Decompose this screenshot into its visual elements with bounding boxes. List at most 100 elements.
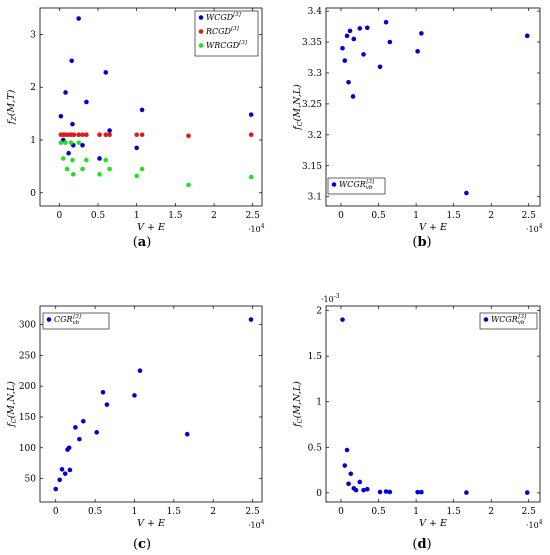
panel-d-data-point <box>383 489 389 494</box>
panel-c-data-point <box>53 486 59 492</box>
panel-d-xtick-label: 1.5 <box>446 507 461 517</box>
panel-d-x-multiplier: ·104 <box>526 519 543 530</box>
panel-b-ytick-label: 3.1 <box>308 193 322 203</box>
panel-a-series-2 <box>58 140 254 188</box>
panel-b-legend-label: WCGRvb[3] <box>339 179 375 191</box>
panel-a-data-point <box>97 132 102 138</box>
panel-d-ytick-label: 1 <box>316 398 322 408</box>
panel-d-data-point <box>353 487 359 493</box>
panel-a-legend-label: WRCGD[3] <box>206 40 248 50</box>
panel-a-data-point <box>63 90 68 95</box>
panel-a-xtick-label: 1 <box>134 211 140 221</box>
panel-b-ytick-label: 3.15 <box>302 162 322 172</box>
panel-b-axes-frame <box>325 7 541 207</box>
panel-a-legend-box <box>194 10 259 57</box>
panel-a-data-point <box>248 174 254 180</box>
panel-d-data-point <box>342 463 348 468</box>
panel-d-legend-marker <box>483 317 489 322</box>
panel-b-data-point <box>524 33 530 39</box>
panel-a-data-point <box>66 150 71 156</box>
panel-c-series-0 <box>53 317 254 492</box>
panel-b-data-point <box>415 49 420 54</box>
panel-b-legend: WCGRvb[3] <box>327 177 386 195</box>
panel-a-ytick-label: 1 <box>30 136 36 146</box>
panel-b-data-point <box>340 45 345 51</box>
panel-c-data-point <box>94 430 99 435</box>
panel-a-data-point <box>248 132 254 138</box>
panel-a-data-point <box>107 128 112 133</box>
panel-b-data-point <box>347 28 353 34</box>
panel-b-ytick-label: 3.35 <box>302 38 322 48</box>
panel-c-legend-label: CGRvb[3] <box>54 314 82 326</box>
panel-a-xtick-label: 0 <box>56 211 62 221</box>
panel-b-legend-marker <box>331 182 337 187</box>
panel-c-data-point <box>100 389 106 395</box>
panel-c-ylabel: fC(M,N,L) <box>6 381 18 428</box>
panel-b-data-point <box>350 94 356 99</box>
panel-c-data-point <box>248 317 254 322</box>
panel-d-data-point <box>346 481 351 487</box>
panel-b-data-point <box>351 36 357 42</box>
panel-b-data-point <box>383 19 389 25</box>
panel-d-xlabel: V + E <box>419 518 447 529</box>
panel-d-data-point <box>419 489 424 495</box>
panel-a-data-point <box>76 132 81 138</box>
panel-c-legend: CGRvb[3] <box>42 312 110 330</box>
panel-a-data-point <box>134 145 139 151</box>
panel-a-ytick-label: 2 <box>30 83 36 93</box>
panel-b: 0 0.5 1 1.5 2 2.5 3.1 3.15 3.2 3.25 3.3 3.35 3.4 V + … <box>292 7 543 250</box>
panel-a-ytick-label: 0 <box>30 189 36 199</box>
panel-c-data-point <box>66 445 72 451</box>
panel-c-ytick-label: 250 <box>19 351 36 361</box>
panel-a-data-point <box>84 132 89 138</box>
panel-a-legend-marker <box>198 43 204 48</box>
panel-d-ytick-label: 0 <box>316 489 322 499</box>
panel-d-data-point <box>344 447 350 453</box>
panel-a-data-point <box>80 166 85 172</box>
panel-b-xlabel: V + E <box>419 222 447 233</box>
panel-b-data-point <box>364 25 370 31</box>
panel-a-data-point <box>139 166 145 172</box>
panel-a-data-point <box>134 173 139 179</box>
panel-b-ytick-label: 3.4 <box>308 7 323 17</box>
panel-a-legend-label: WCGD[3] <box>206 12 242 22</box>
panel-a-data-point <box>76 140 81 145</box>
panel-a-data-point <box>70 121 75 127</box>
panel-a-data-point <box>134 132 139 138</box>
panel-c-ytick-label: 100 <box>19 444 36 454</box>
panel-d-xtick-label: 0 <box>338 507 344 517</box>
panel-b-data-point <box>377 64 383 70</box>
panel-a-xtick-label: 1.5 <box>168 211 183 221</box>
panel-b-ytick-label: 3.2 <box>308 131 322 141</box>
panel-c: 0 0.5 1 1.5 2 2.5 50 100 150 200 250 300 V + E fC(M,N… <box>6 305 265 552</box>
panel-a-axes-frame <box>39 7 263 207</box>
panel-b-caption-label: (b) <box>412 235 431 250</box>
panel-c-legend-box <box>42 312 110 330</box>
panel-c-xtick-label: 2 <box>210 507 216 517</box>
panel-d-xtick-label: 2 <box>488 507 494 517</box>
panel-b-legend-box <box>327 177 386 195</box>
panel-a-data-point <box>60 156 66 161</box>
panel-d-ytick-label: 0.5 <box>308 443 323 453</box>
panel-c-data-point <box>137 368 143 374</box>
panel-a-ytick-label: 3 <box>30 30 36 40</box>
panel-a-data-point <box>103 157 109 163</box>
panel-c-data-point <box>57 477 62 483</box>
panel-a-data-point <box>70 157 75 163</box>
panel-b-xtick-label: 2 <box>488 211 494 221</box>
panel-d-ytick-label: 1.5 <box>308 352 323 362</box>
panel-a-xtick-label: 2 <box>211 211 217 221</box>
panel-a-data-point <box>84 99 89 105</box>
panel-c-data-point <box>132 393 137 398</box>
panel-c-xtick-label: 0 <box>53 507 59 517</box>
panel-d-data-point <box>387 489 393 495</box>
panel-d-data-point <box>361 487 366 493</box>
panel-d-data-point <box>377 489 383 495</box>
panel-d-data-point <box>524 490 530 495</box>
panel-c-ytick-label: 200 <box>19 382 36 392</box>
panel-d: 0 0.5 1 1.5 2 2.5 0 0.5 1 1.5 2 V + E fC(M,N,L) ·104 ·… <box>292 293 543 552</box>
panel-b-xtick-label: 1.5 <box>446 211 461 221</box>
panel-b-data-point <box>346 79 351 85</box>
panel-a-data-point <box>107 132 112 138</box>
panel-a-data-point <box>103 70 109 75</box>
